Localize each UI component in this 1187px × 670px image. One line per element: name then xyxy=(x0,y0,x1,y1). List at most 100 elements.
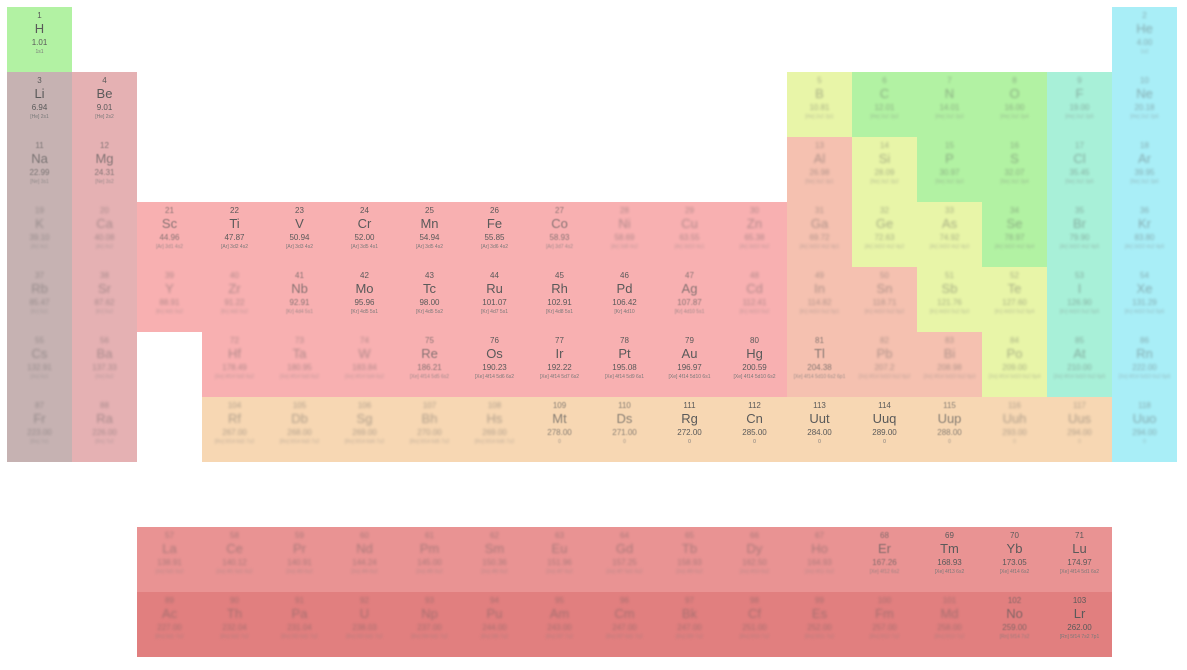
element-in[interactable]: 49 In 114.82 [Kr] 4d10 5s2 5p1 xyxy=(787,267,852,332)
element-uuh[interactable]: 116 Uuh 293.00 0 xyxy=(982,397,1047,462)
element-lu[interactable]: 71 Lu 174.97 [Xe] 4f14 5d1 6s2 xyxy=(1047,527,1112,592)
element-sr[interactable]: 38 Sr 87.62 [Kr] 5s2 xyxy=(72,267,137,332)
element-ir[interactable]: 77 Ir 192.22 [Xe] 4f14 5d7 6s2 xyxy=(527,332,592,397)
element-na[interactable]: 11 Na 22.99 [Ne] 3s1 xyxy=(7,137,72,202)
element-mo[interactable]: 42 Mo 95.96 [Kr] 4d5 5s1 xyxy=(332,267,397,332)
element-pu[interactable]: 94 Pu 244.00 [Rn] 5f6 7s2 xyxy=(462,592,527,657)
element-zn[interactable]: 30 Zn 65.38 [Ar] 3d10 4s2 xyxy=(722,202,787,267)
element-la[interactable]: 57 La 138.91 [Xe] 5d1 6s2 xyxy=(137,527,202,592)
element-nb[interactable]: 41 Nb 92.91 [Kr] 4d4 5s1 xyxy=(267,267,332,332)
element-gd[interactable]: 64 Gd 157.25 [Xe] 4f7 5d1 6s2 xyxy=(592,527,657,592)
element-re[interactable]: 75 Re 186.21 [Xe] 4f14 5d5 6s2 xyxy=(397,332,462,397)
element-te[interactable]: 52 Te 127.60 [Kr] 4d10 5s2 5p4 xyxy=(982,267,1047,332)
element-xe[interactable]: 54 Xe 131.29 [Kr] 4d10 5s2 5p6 xyxy=(1112,267,1177,332)
element-ni[interactable]: 28 Ni 58.69 [Ar] 3d8 4s2 xyxy=(592,202,657,267)
element-be[interactable]: 4 Be 9.01 [He] 2s2 xyxy=(72,72,137,137)
element-as[interactable]: 33 As 74.92 [Ar] 3d10 4s2 4p3 xyxy=(917,202,982,267)
element-mt[interactable]: 109 Mt 278.00 0 xyxy=(527,397,592,462)
element-br[interactable]: 35 Br 79.90 [Ar] 3d10 4s2 4p5 xyxy=(1047,202,1112,267)
element-s[interactable]: 16 S 32.07 [Ne] 3s2 3p4 xyxy=(982,137,1047,202)
element-bk[interactable]: 97 Bk 247.00 [Rn] 5f9 7s2 xyxy=(657,592,722,657)
element-th[interactable]: 90 Th 232.04 [Rn] 6d2 7s2 xyxy=(202,592,267,657)
element-db[interactable]: 105 Db 268.00 [Rn] 5f14 6d3 7s2 xyxy=(267,397,332,462)
element-er[interactable]: 68 Er 167.26 [Xe] 4f12 6s2 xyxy=(852,527,917,592)
element-f[interactable]: 9 F 19.00 [He] 2s2 2p5 xyxy=(1047,72,1112,137)
element-pt[interactable]: 78 Pt 195.08 [Xe] 4f14 5d9 6s1 xyxy=(592,332,657,397)
element-ag[interactable]: 47 Ag 107.87 [Kr] 4d10 5s1 xyxy=(657,267,722,332)
element-at[interactable]: 85 At 210.00 [Xe] 4f14 5d10 6s2 6p5 xyxy=(1047,332,1112,397)
element-cu[interactable]: 29 Cu 63.55 [Ar] 3d10 4s1 xyxy=(657,202,722,267)
element-uut[interactable]: 113 Uut 284.00 0 xyxy=(787,397,852,462)
element-pa[interactable]: 91 Pa 231.04 [Rn] 5f2 6d1 7s2 xyxy=(267,592,332,657)
element-lr[interactable]: 103 Lr 262.00 [Rn] 5f14 7s2 7p1 xyxy=(1047,592,1112,657)
element-ar[interactable]: 18 Ar 39.95 [Ne] 3s2 3p6 xyxy=(1112,137,1177,202)
element-rn[interactable]: 86 Rn 222.00 [Xe] 4f14 5d10 6s2 6p6 xyxy=(1112,332,1177,397)
element-ta[interactable]: 73 Ta 180.95 [Xe] 4f14 5d3 6s2 xyxy=(267,332,332,397)
element-ru[interactable]: 44 Ru 101.07 [Kr] 4d7 5s1 xyxy=(462,267,527,332)
element-ac[interactable]: 89 Ac 227.00 [Rn] 6d1 7s2 xyxy=(137,592,202,657)
element-pd[interactable]: 46 Pd 106.42 [Kr] 4d10 xyxy=(592,267,657,332)
element-am[interactable]: 95 Am 243.00 [Rn] 5f7 7s2 xyxy=(527,592,592,657)
element-ce[interactable]: 58 Ce 140.12 [Xe] 4f1 5d1 6s2 xyxy=(202,527,267,592)
element-v[interactable]: 23 V 50.94 [Ar] 3d3 4s2 xyxy=(267,202,332,267)
element-hs[interactable]: 108 Hs 269.00 [Rn] 5f14 6d6 7s2 xyxy=(462,397,527,462)
element-c[interactable]: 6 C 12.01 [He] 2s2 2p2 xyxy=(852,72,917,137)
element-sm[interactable]: 62 Sm 150.36 [Xe] 4f6 6s2 xyxy=(462,527,527,592)
element-ra[interactable]: 88 Ra 226.00 [Rn] 7s2 xyxy=(72,397,137,462)
element-os[interactable]: 76 Os 190.23 [Xe] 4f14 5d6 6s2 xyxy=(462,332,527,397)
element-sb[interactable]: 51 Sb 121.76 [Kr] 4d10 5s2 5p3 xyxy=(917,267,982,332)
element-rb[interactable]: 37 Rb 85.47 [Kr] 5s1 xyxy=(7,267,72,332)
element-np[interactable]: 93 Np 237.00 [Rn] 5f4 6d1 7s2 xyxy=(397,592,462,657)
element-b[interactable]: 5 B 10.81 [He] 2s2 2p1 xyxy=(787,72,852,137)
element-fe[interactable]: 26 Fe 55.85 [Ar] 3d6 4s2 xyxy=(462,202,527,267)
element-tb[interactable]: 65 Tb 158.93 [Xe] 4f9 6s2 xyxy=(657,527,722,592)
element-y[interactable]: 39 Y 88.91 [Kr] 4d1 5s2 xyxy=(137,267,202,332)
element-ba[interactable]: 56 Ba 137.33 [Xe] 6s2 xyxy=(72,332,137,397)
element-cn[interactable]: 112 Cn 285.00 0 xyxy=(722,397,787,462)
element-hf[interactable]: 72 Hf 178.49 [Xe] 4f14 5d2 6s2 xyxy=(202,332,267,397)
element-hg[interactable]: 80 Hg 200.59 [Xe] 4f14 5d10 6s2 xyxy=(722,332,787,397)
element-ho[interactable]: 67 Ho 164.93 [Xe] 4f11 6s2 xyxy=(787,527,852,592)
element-se[interactable]: 34 Se 78.97 [Ar] 3d10 4s2 4p4 xyxy=(982,202,1047,267)
element-si[interactable]: 14 Si 28.09 [Ne] 3s2 3p2 xyxy=(852,137,917,202)
element-dy[interactable]: 66 Dy 162.50 [Xe] 4f10 6s2 xyxy=(722,527,787,592)
element-no[interactable]: 102 No 259.00 [Rn] 5f14 7s2 xyxy=(982,592,1047,657)
element-es[interactable]: 99 Es 252.00 [Rn] 5f11 7s2 xyxy=(787,592,852,657)
element-uuo[interactable]: 118 Uuo 294.00 0 xyxy=(1112,397,1177,462)
element-cd[interactable]: 48 Cd 112.41 [Kr] 4d10 5s2 xyxy=(722,267,787,332)
element-eu[interactable]: 63 Eu 151.96 [Xe] 4f7 6s2 xyxy=(527,527,592,592)
element-mg[interactable]: 12 Mg 24.31 [Ne] 3s2 xyxy=(72,137,137,202)
element-tc[interactable]: 43 Tc 98.00 [Kr] 4d5 5s2 xyxy=(397,267,462,332)
element-al[interactable]: 13 Al 26.98 [Ne] 3s2 3p1 xyxy=(787,137,852,202)
element-ti[interactable]: 22 Ti 47.87 [Ar] 3d2 4s2 xyxy=(202,202,267,267)
element-u[interactable]: 92 U 238.03 [Rn] 5f3 6d1 7s2 xyxy=(332,592,397,657)
element-tm[interactable]: 69 Tm 168.93 [Xe] 4f13 6s2 xyxy=(917,527,982,592)
element-pb[interactable]: 82 Pb 207.2 [Xe] 4f14 5d10 6s2 6p2 xyxy=(852,332,917,397)
element-zr[interactable]: 40 Zr 91.22 [Kr] 4d2 5s2 xyxy=(202,267,267,332)
element-pm[interactable]: 61 Pm 145.00 [Xe] 4f5 6s2 xyxy=(397,527,462,592)
element-rg[interactable]: 111 Rg 272.00 0 xyxy=(657,397,722,462)
element-nd[interactable]: 60 Nd 144.24 [Xe] 4f4 6s2 xyxy=(332,527,397,592)
element-bi[interactable]: 83 Bi 208.98 [Xe] 4f14 5d10 6s2 6p3 xyxy=(917,332,982,397)
element-tl[interactable]: 81 Tl 204.38 [Xe] 4f14 5d10 6s2 6p1 xyxy=(787,332,852,397)
element-kr[interactable]: 36 Kr 83.80 [Ar] 3d10 4s2 4p6 xyxy=(1112,202,1177,267)
element-rh[interactable]: 45 Rh 102.91 [Kr] 4d8 5s1 xyxy=(527,267,592,332)
element-bh[interactable]: 107 Bh 270.00 [Rn] 5f14 6d5 7s2 xyxy=(397,397,462,462)
element-ga[interactable]: 31 Ga 69.72 [Ar] 3d10 4s2 4p1 xyxy=(787,202,852,267)
element-cf[interactable]: 98 Cf 251.00 [Rn] 5f10 7s2 xyxy=(722,592,787,657)
element-co[interactable]: 27 Co 58.93 [Ar] 3d7 4s2 xyxy=(527,202,592,267)
element-fm[interactable]: 100 Fm 257.00 [Rn] 5f12 7s2 xyxy=(852,592,917,657)
element-au[interactable]: 79 Au 196.97 [Xe] 4f14 5d10 6s1 xyxy=(657,332,722,397)
element-cm[interactable]: 96 Cm 247.00 [Rn] 5f7 6d1 7s2 xyxy=(592,592,657,657)
element-he[interactable]: 2 He 4.00 1s2 xyxy=(1112,7,1177,72)
element-p[interactable]: 15 P 30.97 [Ne] 3s2 3p3 xyxy=(917,137,982,202)
element-cl[interactable]: 17 Cl 35.45 [Ne] 3s2 3p5 xyxy=(1047,137,1112,202)
element-k[interactable]: 19 K 39.10 [Ar] 4s1 xyxy=(7,202,72,267)
element-cs[interactable]: 55 Cs 132.91 [Xe] 6s1 xyxy=(7,332,72,397)
element-rf[interactable]: 104 Rf 267.00 [Rn] 5f14 6d2 7s2 xyxy=(202,397,267,462)
element-po[interactable]: 84 Po 209.00 [Xe] 4f14 5d10 6s2 6p4 xyxy=(982,332,1047,397)
element-pr[interactable]: 59 Pr 140.91 [Xe] 4f3 6s2 xyxy=(267,527,332,592)
element-w[interactable]: 74 W 183.84 [Xe] 4f14 5d4 6s2 xyxy=(332,332,397,397)
element-o[interactable]: 8 O 16.00 [He] 2s2 2p4 xyxy=(982,72,1047,137)
element-yb[interactable]: 70 Yb 173.05 [Xe] 4f14 6s2 xyxy=(982,527,1047,592)
